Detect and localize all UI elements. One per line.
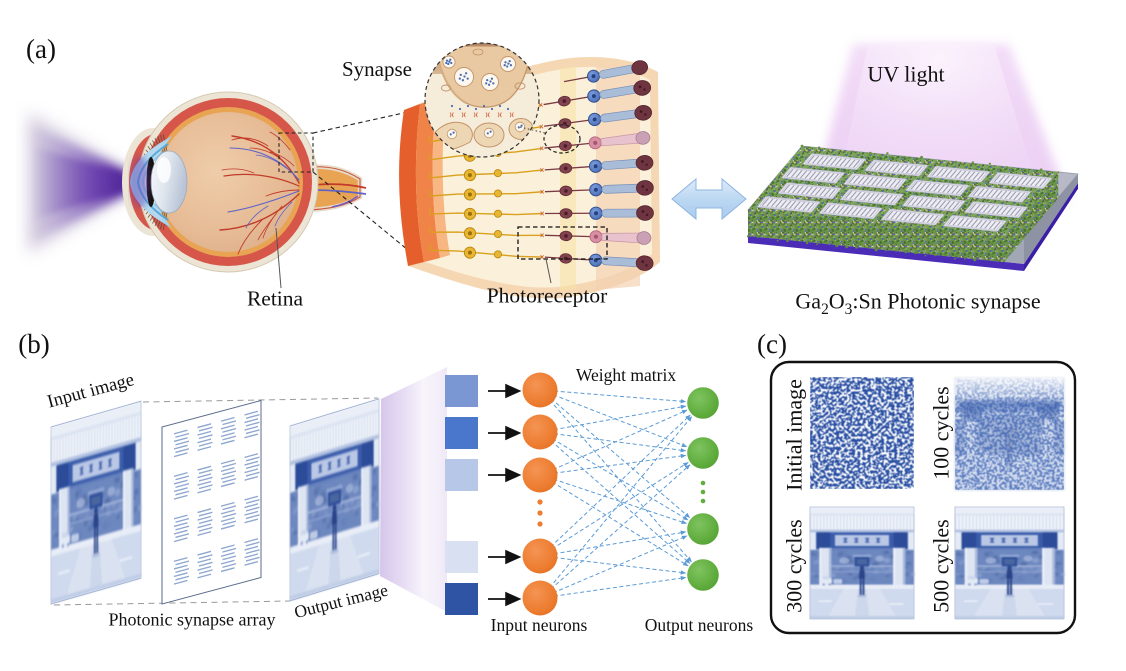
synapse-inset [424,42,540,158]
weight-pixel-1 [445,375,478,407]
cycles-100-label: 100 cycles [928,386,954,480]
projection-dashes [53,397,379,606]
output-neurons [687,387,719,591]
synapse-array-panel [161,399,262,605]
weight-pixel-4 [445,541,478,573]
uv-light-label: UV light [867,61,945,87]
input-neurons-label: Input neurons [490,614,588,635]
output-image [290,399,380,601]
panel-b-label: (b) [18,328,50,359]
device-label: Ga2O3:Sn Photonic synapse [795,288,1041,319]
retina-zoom-links [278,111,409,251]
retina-label: Retina [246,286,304,311]
eye-illustration [122,91,367,273]
input-neurons [522,372,558,616]
panel-c-label: (c) [757,328,787,359]
weight-pixel-2 [445,417,478,449]
projection-beam [380,367,447,612]
synapse-label: Synapse [342,56,412,81]
cycles-500-image [955,507,1065,619]
panel-a-label: (a) [26,33,56,64]
slab-annotations [275,124,608,289]
weight-pixel-5 [445,583,478,615]
photonic-synapse-device [746,144,1079,271]
cycles-300-image [810,507,915,619]
input-image [51,401,142,604]
cycles-100-image [955,378,1065,490]
output-neurons-label: Output neurons [644,614,754,635]
cycles-300-label: 300 cycles [781,519,807,613]
cycles-500-label: 500 cycles [928,519,954,613]
initial-image-label: Initial image [781,379,807,491]
pixel-arrows [488,383,522,607]
array-label: Photonic synapse array [108,609,276,630]
panel-c-box [769,360,1077,635]
weight-matrix-label: Weight matrix [575,364,677,385]
initial-image [810,377,914,489]
equivalence-arrow [671,177,747,221]
weight-pixel-3 [445,459,478,491]
photoreceptor-cells [428,60,655,272]
photoreceptor-label: Photoreceptor [486,283,608,308]
light-beam [28,112,150,254]
nn-connections [540,389,693,599]
